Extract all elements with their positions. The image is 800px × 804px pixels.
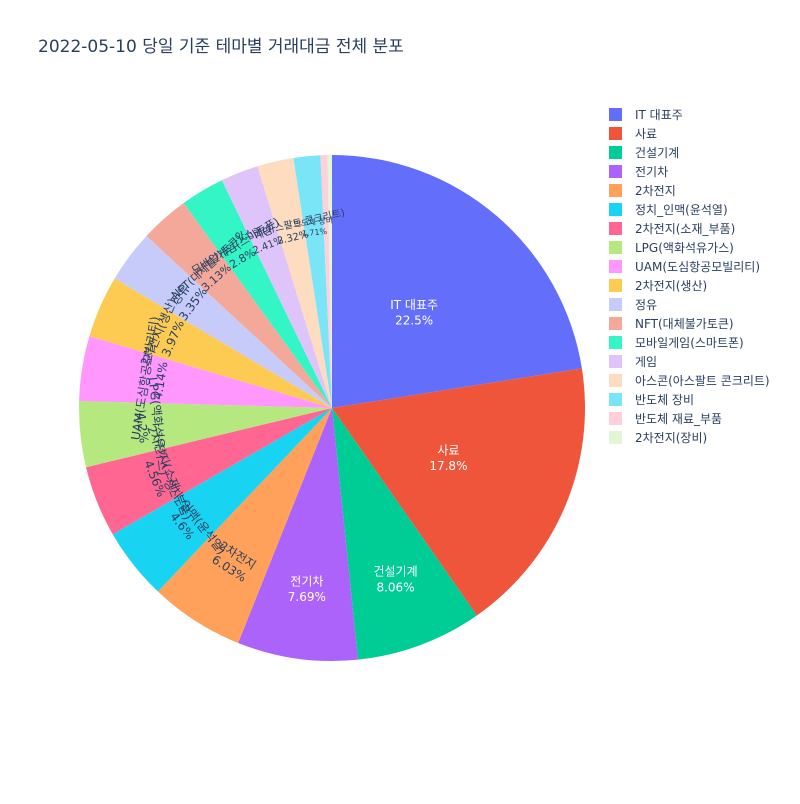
legend-swatch-14 [609,374,622,387]
pie-label-percent-15: 1.71% [301,227,328,239]
pie-slice-12 [183,180,332,408]
legend-swatch-3 [609,165,622,178]
legend-swatch-6 [609,222,622,235]
pie-label-percent-3: 7.69% [288,590,326,604]
legend-label-3: 전기차 [635,165,668,179]
legend-swatch-8 [609,260,622,273]
legend-swatch-12 [609,336,622,349]
legend-label-5: 정치_인맥(윤석열) [635,203,728,217]
pie-label-15: 반도체 장비1.71% [293,215,333,239]
legend-item-12[interactable]: 모바일게임(스마트폰) [609,336,744,350]
legend-item-1[interactable]: 사료 [609,127,657,141]
legend-item-11[interactable]: NFT(대체불가토큰) [609,317,734,331]
legend-swatch-0 [609,108,622,121]
legend-label-0: IT 대표주 [635,108,683,122]
legend-label-7: LPG(액화석유가스) [635,241,734,255]
pie-label-percent-8: 4.14% [151,361,171,401]
legend-swatch-17 [609,431,622,444]
legend-item-4[interactable]: 2차전지 [609,184,676,198]
legend-label-13: 게임 [635,355,657,369]
pie-label-name-3: 전기차 [290,574,323,588]
pie-slice-11 [146,203,332,408]
legend-label-2: 건설기계 [635,146,679,160]
legend-label-14: 아스콘(아스팔트 콘크리트) [635,374,770,388]
pie-label-3: 전기차 7.69% [288,574,326,604]
pie-slice-1 [332,368,585,616]
legend-swatch-7 [609,241,622,254]
legend-item-0[interactable]: IT 대표주 [609,108,683,122]
legend-label-16: 반도체 재료_부품 [635,412,722,426]
pie-slice-9 [89,278,332,408]
pie-slice-14 [257,157,332,408]
legend-swatch-9 [609,279,622,292]
legend-item-13[interactable]: 게임 [609,355,657,369]
pie-slice-2 [332,408,477,660]
legend-swatch-2 [609,146,622,159]
pie-label-name-15: 반도체 장비 [293,215,333,229]
pie-slices [78,155,585,662]
legend-item-14[interactable]: 아스콘(아스팔트 콘크리트) [609,374,770,388]
pie-slice-13 [221,166,332,408]
pie-slice-16 [320,155,332,408]
pie-slice-10 [114,235,332,408]
pie-slice-15 [293,155,332,408]
legend-label-17: 2차전지(장비) [635,431,707,445]
pie-slice-0 [332,155,582,408]
legend-item-15[interactable]: 반도체 장비 [609,393,694,407]
legend-swatch-11 [609,317,622,330]
chart-title: 2022-05-10 당일 기준 테마별 거래대금 전체 분포 [38,37,404,57]
pie-slice-7 [78,401,332,468]
pie-label-percent-7: 4.2% [134,412,151,444]
pie-label-percent-1: 17.8% [429,459,467,473]
legend-label-8: UAM(도심항공모빌리티) [635,260,760,274]
pie-slice-6 [86,408,333,535]
pie-slice-5 [112,408,332,592]
pie-label-name-1: 사료 [437,444,459,458]
legend-item-3[interactable]: 전기차 [609,165,668,179]
legend-label-9: 2차전지(생산) [635,279,707,293]
pie-label-name-0: IT 대표주 [390,298,438,312]
legend-label-15: 반도체 장비 [635,393,694,407]
legend-label-12: 모바일게임(스마트폰) [635,336,744,350]
legend-label-11: NFT(대체불가토큰) [635,317,734,331]
legend-item-8[interactable]: UAM(도심항공모빌리티) [609,260,760,274]
pie-label-percent-2: 8.06% [376,580,414,594]
legend-swatch-5 [609,203,622,216]
legend-item-2[interactable]: 건설기계 [609,146,679,160]
legend-item-17[interactable]: 2차전지(장비) [609,431,707,445]
legend-item-6[interactable]: 2차전지(소재_부품) [609,222,735,236]
legend-swatch-16 [609,412,622,425]
pie-label-percent-0: 22.5% [395,313,433,327]
pie-label-name-2: 건설기계 [373,565,417,579]
legend-item-16[interactable]: 반도체 재료_부품 [609,412,722,426]
legend-swatch-4 [609,184,622,197]
pie-slice-4 [157,408,332,643]
legend-label-1: 사료 [635,127,657,141]
pie-slice-8 [79,336,332,408]
legend-item-9[interactable]: 2차전지(생산) [609,279,707,293]
legend-item-10[interactable]: 정유 [609,298,657,312]
legend-swatch-15 [609,393,622,406]
legend-label-4: 2차전지 [635,184,676,198]
legend-label-6: 2차전지(소재_부품) [635,222,735,236]
legend-swatch-1 [609,127,622,140]
legend-swatch-10 [609,298,622,311]
pie-slice-3 [238,408,359,662]
legend-swatch-13 [609,355,622,368]
legend-label-10: 정유 [635,298,657,312]
pie-slice-17 [327,155,332,408]
legend-item-5[interactable]: 정치_인맥(윤석열) [609,203,728,217]
legend-item-7[interactable]: LPG(액화석유가스) [609,241,734,255]
